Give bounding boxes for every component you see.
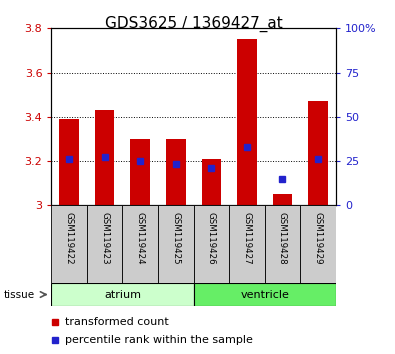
Text: GSM119428: GSM119428 (278, 212, 287, 264)
Text: GSM119426: GSM119426 (207, 212, 216, 264)
Bar (194, 283, 336, 306)
Text: GSM119424: GSM119424 (136, 212, 145, 264)
Bar (265, 205, 300, 283)
Text: GSM119423: GSM119423 (100, 212, 109, 264)
Text: GSM119427: GSM119427 (243, 212, 251, 264)
Bar (122, 205, 158, 283)
Bar (95, 110, 115, 205)
Bar (194, 205, 229, 283)
Text: percentile rank within the sample: percentile rank within the sample (65, 335, 253, 345)
Text: GSM119429: GSM119429 (314, 212, 322, 264)
Text: GSM119425: GSM119425 (171, 212, 180, 264)
Bar (130, 139, 150, 205)
Bar (201, 159, 221, 205)
Bar (308, 101, 328, 205)
Text: GSM119422: GSM119422 (65, 212, 73, 264)
Bar (166, 139, 186, 205)
Text: tissue: tissue (4, 290, 35, 299)
Text: atrium: atrium (104, 290, 141, 300)
Bar (237, 39, 257, 205)
Text: transformed count: transformed count (65, 317, 169, 327)
Bar (51, 283, 194, 306)
Bar (273, 194, 292, 205)
Bar (300, 205, 336, 283)
Text: ventricle: ventricle (240, 290, 289, 300)
Bar (158, 205, 194, 283)
Bar (229, 205, 265, 283)
Text: GDS3625 / 1369427_at: GDS3625 / 1369427_at (105, 16, 282, 32)
Bar (51, 205, 87, 283)
Bar (87, 205, 122, 283)
Bar (59, 119, 79, 205)
